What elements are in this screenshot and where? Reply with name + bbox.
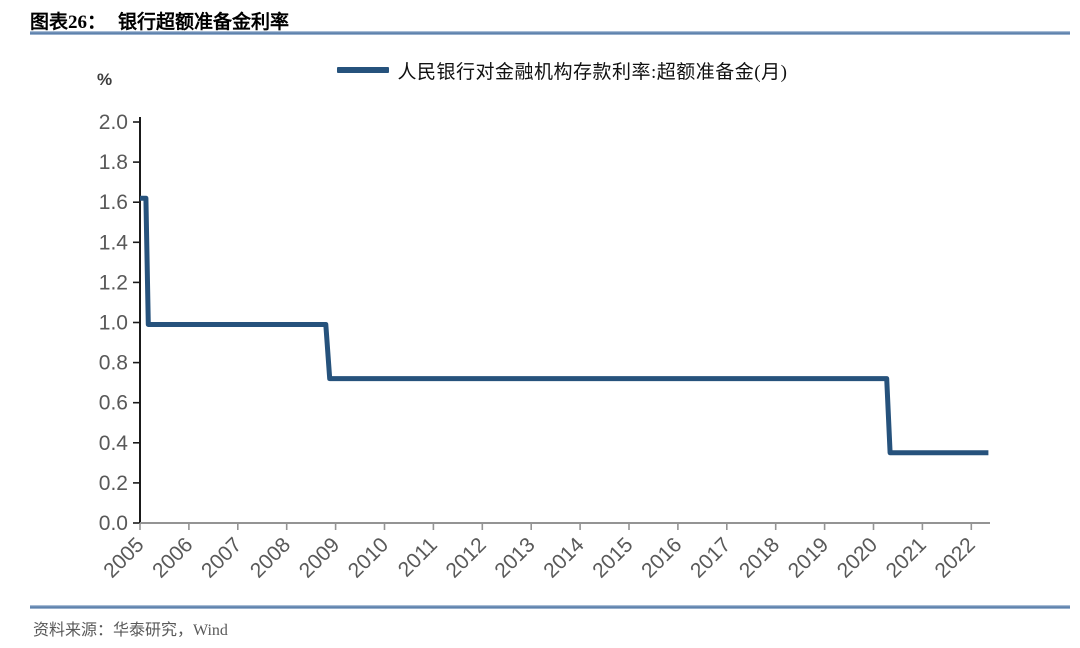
x-tick-label: 2022 xyxy=(931,533,980,582)
x-tick-label: 2014 xyxy=(539,533,589,583)
y-tick-label: 1.0 xyxy=(99,312,128,335)
x-tick-label: 2013 xyxy=(490,533,539,582)
x-tick-label: 2019 xyxy=(784,533,833,582)
x-tick-label: 2020 xyxy=(833,533,882,582)
y-tick-label: 0.6 xyxy=(99,392,128,415)
legend-line-marker xyxy=(336,67,389,73)
x-tick-label: 2012 xyxy=(442,533,491,582)
x-tick-label: 2018 xyxy=(735,533,784,582)
x-tick-label: 2011 xyxy=(394,533,442,581)
y-tick-label: 0.8 xyxy=(99,352,128,375)
source-note: 资料来源：华泰研究，Wind xyxy=(33,622,228,639)
x-tick-label: 2007 xyxy=(197,533,246,582)
x-tick-label: 2005 xyxy=(99,533,148,582)
figure-number-label: 图表26： xyxy=(30,12,107,33)
y-axis-unit-label: % xyxy=(97,70,113,89)
x-tick-label: 2021 xyxy=(882,533,931,582)
x-tick-label: 2015 xyxy=(588,533,637,582)
x-tick-label: 2010 xyxy=(344,533,393,582)
y-tick-label: 1.8 xyxy=(99,151,128,174)
x-tick-label: 2017 xyxy=(686,533,735,582)
y-tick-label: 2.0 xyxy=(99,111,128,134)
x-tick-label: 2016 xyxy=(637,533,686,582)
y-tick-label: 1.6 xyxy=(99,191,128,214)
footer-divider xyxy=(30,605,1070,609)
series-line xyxy=(140,195,989,456)
legend-series-label: 人民银行对金融机构存款利率:超额准备金(月) xyxy=(397,61,788,83)
title-divider xyxy=(30,31,1070,35)
y-tick-label: 0.0 xyxy=(99,512,128,535)
x-tick-label: 2008 xyxy=(246,533,295,582)
y-tick-label: 0.2 xyxy=(99,472,128,495)
y-tick-label: 0.4 xyxy=(99,432,129,455)
y-tick-label: 1.4 xyxy=(99,231,129,254)
x-tick-label: 2006 xyxy=(148,533,197,582)
chart-title: 银行超额准备金利率 xyxy=(118,12,290,33)
x-tick-label: 2009 xyxy=(295,533,344,582)
chart-header: 图表26： 银行超额准备金利率 xyxy=(30,7,289,34)
chart-legend: 人民银行对金融机构存款利率:超额准备金(月) xyxy=(22,56,1080,84)
y-tick-label: 1.2 xyxy=(99,271,128,294)
